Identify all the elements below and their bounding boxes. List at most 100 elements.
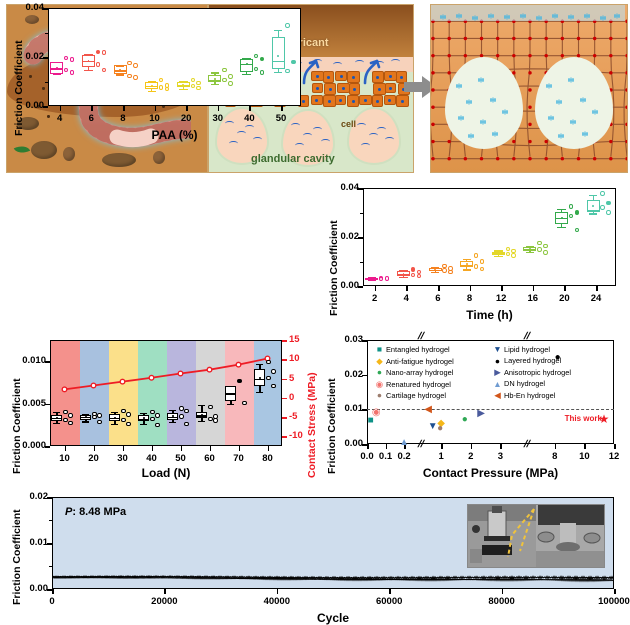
cell-label: cell [341, 119, 357, 129]
glandular-cavity [283, 111, 333, 165]
lower-whisker [529, 250, 531, 253]
upper-whisker [561, 208, 563, 212]
data-point [69, 70, 75, 75]
x-tick-label: 50 [175, 453, 186, 464]
epithelial-cell [385, 83, 397, 93]
time-x-axis-label: Time (h) [466, 308, 513, 322]
lubricant-molecule-icon [599, 9, 607, 21]
chart-time: Friction Coefficient Time (h) 0.00 0.02 0.… [315, 180, 630, 330]
x-tick [614, 444, 616, 449]
x-tick [122, 446, 125, 451]
cell-nucleus [302, 99, 306, 103]
data-point [511, 253, 516, 258]
y2-tick [282, 397, 287, 400]
data-point [568, 213, 574, 219]
data-point [155, 413, 160, 418]
x-tick-label: 1 [438, 451, 444, 462]
legend-label: Anisotropic hydrogel [504, 368, 571, 378]
lubricant-molecule-icon [479, 113, 487, 125]
lubricant-molecule-icon [555, 93, 563, 105]
x-tick-label: 2 [468, 451, 474, 462]
data-point [473, 264, 479, 269]
data-point-layered-hydrogel: ● [554, 351, 561, 363]
data-point [285, 68, 290, 73]
data-point [416, 269, 421, 274]
legend-marker-icon: ◉ [375, 378, 384, 389]
data-point [511, 248, 516, 254]
x-tick [59, 106, 62, 111]
whisker-cap [274, 29, 283, 31]
mean-marker [87, 60, 90, 62]
y-minor-tick [360, 212, 363, 214]
legend-item: ▲ DN hydrogel [493, 379, 545, 389]
median-line [586, 209, 600, 211]
data-point [63, 409, 68, 415]
y-minor-tick [49, 566, 52, 568]
x-tick-label: 12 [495, 293, 507, 304]
mean-marker [592, 205, 595, 208]
x-tick-label: 20 [180, 113, 192, 124]
lubricant-molecule-icon [503, 8, 511, 20]
epithelial-cell [347, 95, 360, 107]
lubricant-molecule-icon [613, 7, 621, 19]
x-tick [52, 589, 54, 594]
soil-speck [42, 87, 45, 90]
whisker-cap [147, 91, 156, 93]
load-y-axis-label: Friction Coefficient [11, 378, 23, 474]
x-tick-label: 0.2 [397, 451, 411, 462]
x-tick-label: 8 [466, 293, 473, 304]
x-tick [267, 446, 270, 451]
whisker-cap [557, 208, 566, 210]
load-x-axis-label: Load (N) [141, 466, 191, 480]
lubricant-squiggle [295, 143, 304, 148]
whisker-cap [82, 421, 90, 423]
y2-tick-label: 15 [289, 334, 300, 345]
x-tick-label: 0.1 [378, 451, 393, 462]
data-point [574, 227, 580, 233]
data-point [179, 414, 184, 419]
y-tick-label: 0.00 [340, 280, 360, 291]
data-point [242, 400, 247, 405]
y2-tick-label: 5 [289, 372, 295, 384]
data-point [416, 274, 421, 279]
whisker-cap [525, 252, 535, 254]
upper-whisker [201, 405, 203, 413]
glandular-cavity-label: glandular cavity [251, 153, 335, 165]
lubricant-molecule-icon [535, 9, 543, 21]
median-line [208, 80, 222, 82]
legend-label: Layered hydrogel [504, 356, 562, 366]
glandular-cavity [217, 109, 267, 163]
lubricant-molecule-icon [569, 113, 577, 125]
x-tick-label: 30 [117, 453, 128, 464]
whisker-cap [274, 71, 283, 73]
data-point [101, 50, 106, 55]
whisker-cap [179, 89, 188, 91]
whisker-cap [430, 266, 440, 269]
lubricant-molecule-icon [519, 7, 527, 19]
lubricant-molecule-icon [491, 125, 499, 137]
cell-nucleus [400, 75, 403, 79]
data-point [568, 204, 574, 209]
data-point [133, 63, 138, 68]
lubricant-squiggle [225, 121, 234, 126]
data-point [228, 81, 233, 86]
x-tick-label: 40 [244, 113, 255, 124]
y-tick-label: 0.010 [22, 355, 46, 367]
x-tick [164, 589, 166, 594]
data-point [537, 240, 542, 246]
x-tick [437, 286, 440, 291]
y-tick [45, 403, 50, 406]
legend-item: ◀ Hb-En hydrogel [493, 390, 555, 401]
reference-line [367, 409, 614, 411]
whisker-cap [198, 420, 206, 422]
whisker-cap [140, 423, 148, 426]
lubricant-squiggle [313, 59, 322, 64]
legend-marker-icon: ● [376, 390, 383, 401]
legend-label: Lipid hydrogel [504, 344, 551, 354]
y-tick-label: 0.03 [344, 334, 364, 345]
y-tick [362, 374, 367, 377]
data-point [271, 383, 276, 388]
whisker-cap [242, 74, 251, 76]
lubricant-molecule-icon [477, 71, 485, 83]
